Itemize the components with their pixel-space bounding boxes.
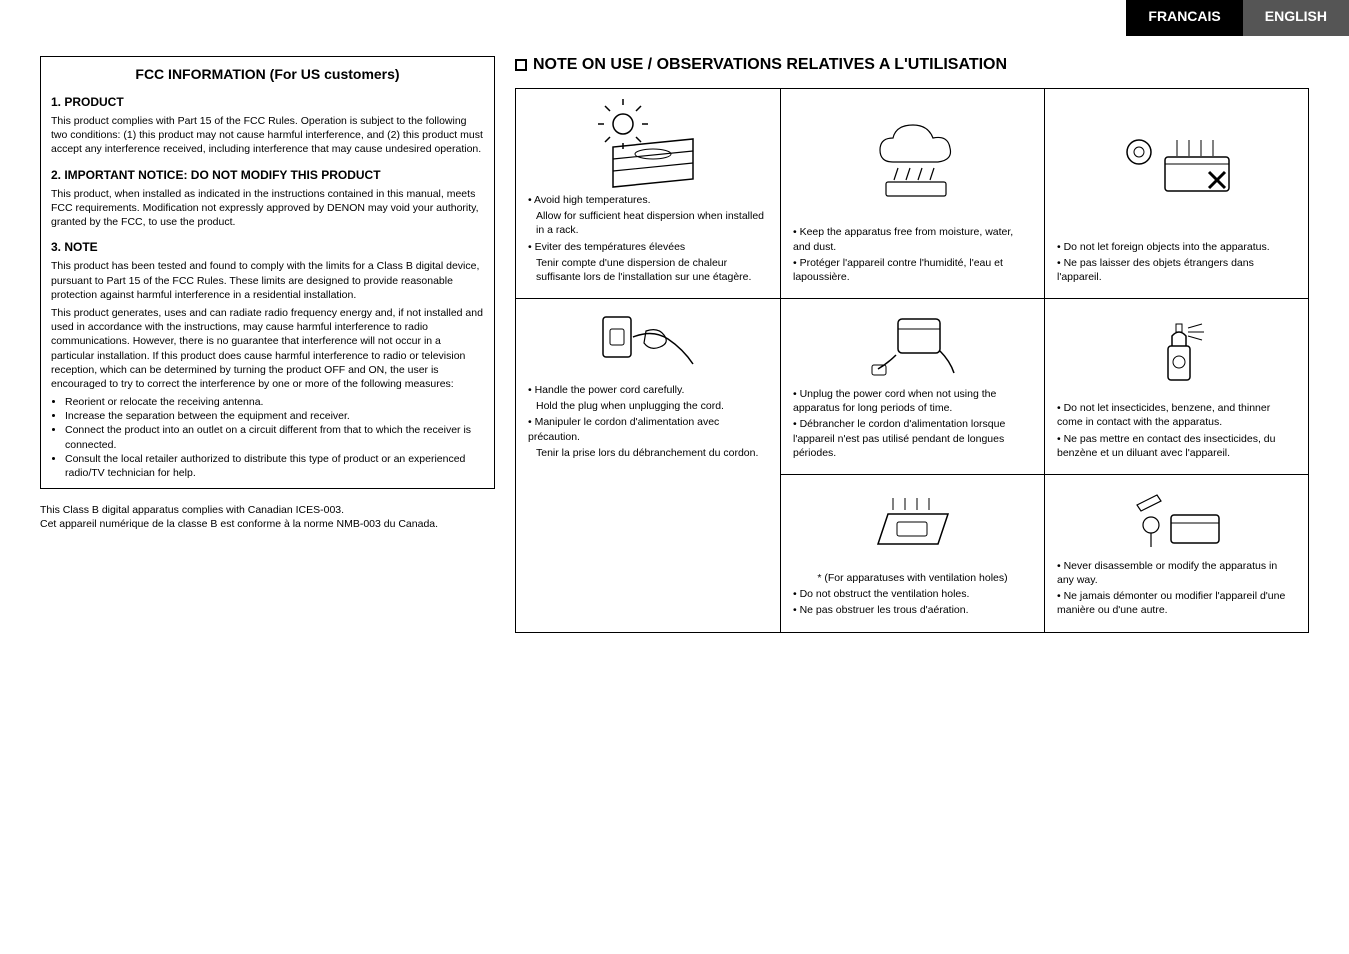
plug-hand-icon [528,309,768,379]
fcc-after-p2: Cet appareil numérique de la classe B es… [40,517,495,531]
fcc-after-p1: This Class B digital apparatus complies … [40,503,495,517]
heat-fr2: Tenir compte d'une dispersion de chaleur… [528,256,768,284]
square-bullet-icon [515,59,527,71]
cell-chemical: • Do not let insecticides, benzene, and … [1044,298,1308,474]
cord-en2: Hold the plug when unplugging the cord. [528,399,768,413]
calendar-plug-icon [793,309,1032,383]
no-disassemble-icon [1057,485,1296,555]
chem-fr: • Ne pas mettre en contact des insectici… [1057,432,1296,460]
vent-star: * (For apparatuses with ventilation hole… [793,571,1032,585]
cell-modify: • Never disassemble or modify the appara… [1044,474,1308,632]
unplug-en: • Unplug the power cord when not using t… [793,387,1032,415]
cell-moisture: • Keep the apparatus free from moisture,… [780,89,1044,298]
cell-heat: • Avoid high temperatures. Allow for suf… [516,89,780,298]
fcc-s3-li3: Connect the product into an outlet on a … [65,423,484,451]
fcc-s3-li4: Consult the local retailer authorized to… [65,452,484,480]
rain-cloud-icon [793,99,1032,221]
cord-fr1: • Manipuler le cordon d'alimentation ave… [528,415,768,443]
usage-grid: • Avoid high temperatures. Allow for suf… [515,88,1309,633]
fcc-heading: FCC INFORMATION (For US customers) [51,65,484,84]
heat-en1: • Avoid high temperatures. [528,193,768,207]
moist-en: • Keep the apparatus free from moisture,… [793,225,1032,253]
fcc-s2-title: 2. IMPORTANT NOTICE: DO NOT MODIFY THIS … [51,167,484,183]
vent-fr: • Ne pas obstruer les trous d'aération. [793,603,1032,617]
heat-fr1: • Eviter des températures élevées [528,240,768,254]
chem-en: • Do not let insecticides, benzene, and … [1057,401,1296,429]
heat-en2: Allow for sufficient heat dispersion whe… [528,209,768,237]
modify-en: • Never disassemble or modify the appara… [1057,559,1296,587]
ventilation-icon [793,485,1032,563]
fcc-s3-title: 3. NOTE [51,239,484,255]
cell-ventilation: * (For apparatuses with ventilation hole… [780,474,1044,632]
unplug-fr: • Débrancher le cordon d'alimentation lo… [793,417,1032,460]
fcc-s3-p1: This product has been tested and found t… [51,259,484,302]
moist-fr: • Protéger l'appareil contre l'humidité,… [793,256,1032,284]
language-tabs: FRANCAIS ENGLISH [0,0,1349,36]
cord-fr2: Tenir la prise lors du débranchement du … [528,446,768,460]
no-objects-icon [1057,99,1296,236]
fcc-s3-li2: Increase the separation between the equi… [65,409,484,423]
cell-unplug: • Unplug the power cord when not using t… [780,298,1044,474]
tab-francais: FRANCAIS [1126,0,1242,36]
cell-foreign: • Do not let foreign objects into the ap… [1044,89,1308,298]
spray-can-icon [1057,309,1296,397]
page-body: FCC INFORMATION (For US customers) 1. PR… [0,36,1349,653]
vent-en: • Do not obstruct the ventilation holes. [793,587,1032,601]
fcc-after: This Class B digital apparatus complies … [40,503,495,531]
note-title-row: NOTE ON USE / OBSERVATIONS RELATIVES A L… [515,56,1309,74]
fcc-s1-title: 1. PRODUCT [51,94,484,110]
fcc-s3-p2: This product generates, uses and can rad… [51,306,484,391]
modify-fr: • Ne jamais démonter ou modifier l'appar… [1057,589,1296,617]
tab-english: ENGLISH [1243,0,1349,36]
fcc-s3-li1: Reorient or relocate the receiving anten… [65,395,484,409]
note-title: NOTE ON USE / OBSERVATIONS RELATIVES A L… [533,56,1007,74]
left-column: FCC INFORMATION (For US customers) 1. PR… [40,56,495,633]
cell-cord: • Handle the power cord carefully. Hold … [516,298,780,474]
sun-rack-icon [528,99,768,189]
cell-empty [516,474,780,632]
foreign-fr: • Ne pas laisser des objets étrangers da… [1057,256,1296,284]
fcc-s2-body: This product, when installed as indicate… [51,187,484,230]
foreign-en: • Do not let foreign objects into the ap… [1057,240,1296,254]
fcc-s3-list: Reorient or relocate the receiving anten… [65,395,484,480]
cord-en1: • Handle the power cord carefully. [528,383,768,397]
fcc-box: FCC INFORMATION (For US customers) 1. PR… [40,56,495,489]
fcc-s1-body: This product complies with Part 15 of th… [51,114,484,157]
right-column: NOTE ON USE / OBSERVATIONS RELATIVES A L… [515,56,1309,633]
